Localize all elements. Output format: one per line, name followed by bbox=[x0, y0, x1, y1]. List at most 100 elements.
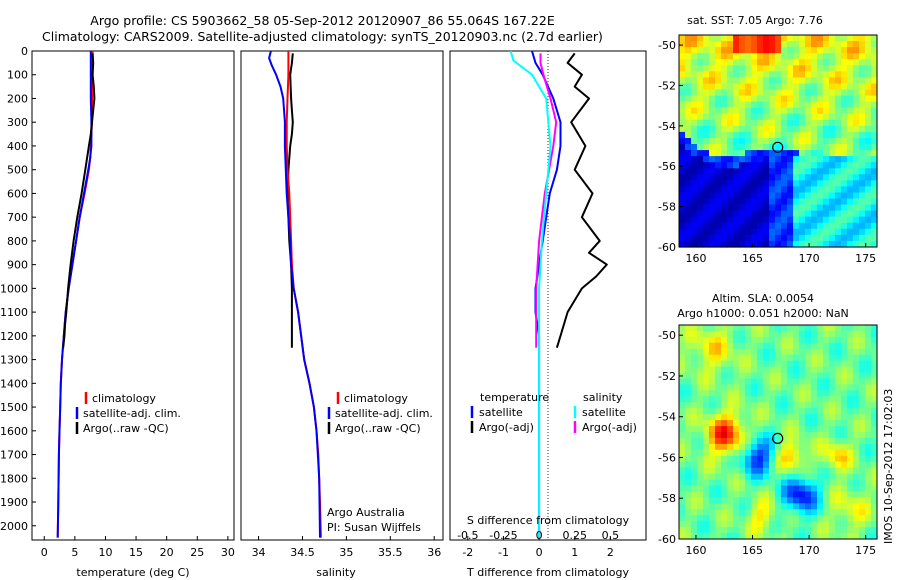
sla-cell bbox=[745, 533, 752, 540]
sst-cell bbox=[703, 216, 710, 224]
sst-cell bbox=[841, 198, 848, 206]
sla-cell bbox=[823, 491, 830, 498]
lat-tick-label: -60 bbox=[658, 533, 676, 546]
sla-cell bbox=[751, 503, 758, 510]
depth-tick-label: 1800 bbox=[0, 472, 28, 485]
sla-cell bbox=[709, 533, 716, 540]
sst-cell bbox=[787, 150, 794, 157]
sst-cell bbox=[835, 89, 842, 97]
sst-cell bbox=[829, 198, 836, 206]
sla-cell bbox=[841, 372, 848, 380]
sla-cell bbox=[847, 426, 854, 433]
depth-tick-label: 500 bbox=[7, 164, 28, 177]
sst-cell bbox=[799, 95, 806, 103]
sst-cell bbox=[685, 65, 692, 72]
sla-cell bbox=[751, 467, 758, 475]
sla-cell bbox=[847, 366, 854, 374]
sla-cell bbox=[859, 402, 866, 409]
sst-cell bbox=[841, 107, 848, 115]
sla-cell bbox=[727, 384, 734, 391]
sla-cell bbox=[829, 360, 836, 368]
sla-cell bbox=[871, 479, 878, 487]
sla-cell bbox=[733, 461, 740, 469]
sst-cell bbox=[685, 150, 692, 157]
sla-cell bbox=[805, 503, 812, 510]
lat-tick-label: -54 bbox=[658, 120, 676, 133]
sla-cell bbox=[871, 443, 878, 451]
sla-cell bbox=[871, 414, 878, 421]
sst-cell bbox=[871, 162, 878, 169]
sst-cell bbox=[733, 210, 740, 218]
sla-cell bbox=[715, 414, 722, 421]
sla-cell bbox=[865, 473, 872, 481]
sst-cell bbox=[817, 83, 824, 91]
sla-cell bbox=[757, 396, 764, 403]
sst-cell bbox=[751, 186, 758, 194]
sst-cell bbox=[823, 138, 830, 145]
sst-cell bbox=[715, 101, 722, 109]
sst-cell bbox=[781, 150, 788, 157]
sla-cell bbox=[691, 491, 698, 498]
sst-cell bbox=[697, 156, 704, 163]
sst-cell bbox=[733, 53, 740, 60]
sla-cell bbox=[841, 366, 848, 374]
sla-cell bbox=[829, 479, 836, 487]
sst-cell bbox=[787, 180, 794, 188]
sla-cell bbox=[733, 408, 740, 415]
sla-cell bbox=[871, 432, 878, 439]
sla-cell bbox=[763, 366, 770, 374]
sla-cell bbox=[715, 473, 722, 481]
sla-cell bbox=[751, 509, 758, 516]
sst-cell bbox=[871, 59, 878, 66]
sla-cell bbox=[859, 325, 866, 332]
sla-cell bbox=[703, 348, 710, 356]
sst-cell bbox=[835, 71, 842, 78]
sla-cell bbox=[721, 402, 728, 409]
sst-cell bbox=[751, 156, 758, 163]
sla-cell bbox=[817, 467, 824, 475]
sla-cell bbox=[787, 420, 794, 427]
sla-cell bbox=[733, 354, 740, 362]
sla-cell bbox=[799, 342, 806, 350]
temperature-legend: climatology satellite-adj. clim. Argo(..… bbox=[75, 392, 181, 435]
sst-cell bbox=[853, 53, 860, 60]
sst-cell bbox=[715, 107, 722, 115]
sla-cell bbox=[811, 515, 818, 522]
sst-cell bbox=[739, 162, 746, 169]
sst-cell bbox=[697, 53, 704, 60]
sla-cell bbox=[715, 432, 722, 439]
sst-cell bbox=[781, 204, 788, 212]
sla-cell bbox=[805, 485, 812, 492]
sla-cell bbox=[787, 521, 794, 528]
sst-cell bbox=[859, 59, 866, 66]
sst-cell bbox=[745, 138, 752, 145]
sla-cell bbox=[685, 366, 692, 374]
sla-cell bbox=[793, 491, 800, 498]
sla-cell bbox=[841, 509, 848, 516]
sla-cell bbox=[703, 372, 710, 380]
sla-cell bbox=[805, 396, 812, 403]
sla-cell bbox=[775, 467, 782, 475]
sla-cell bbox=[787, 509, 794, 516]
sst-cell bbox=[835, 192, 842, 200]
sla-cell bbox=[841, 473, 848, 481]
sst-cell bbox=[691, 65, 698, 72]
sla-cell bbox=[817, 342, 824, 350]
sst-cell bbox=[847, 156, 854, 163]
sst-cell bbox=[763, 162, 770, 169]
sla-cell bbox=[769, 325, 776, 332]
sst-cell bbox=[793, 65, 800, 72]
sst-cell bbox=[703, 47, 710, 54]
sla-cell bbox=[841, 461, 848, 469]
sst-cell bbox=[793, 216, 800, 224]
sst-cell bbox=[811, 186, 818, 194]
sla-cell bbox=[847, 455, 854, 463]
temperature-panel: 0100200300400500600700800900100011001200… bbox=[0, 45, 235, 579]
sst-cell bbox=[775, 107, 782, 115]
sla-cell bbox=[829, 467, 836, 475]
sla-cell bbox=[733, 325, 740, 332]
sla-cell bbox=[871, 420, 878, 427]
sla-cell bbox=[751, 366, 758, 374]
sst-cell bbox=[799, 156, 806, 163]
sst-cell bbox=[865, 89, 872, 97]
